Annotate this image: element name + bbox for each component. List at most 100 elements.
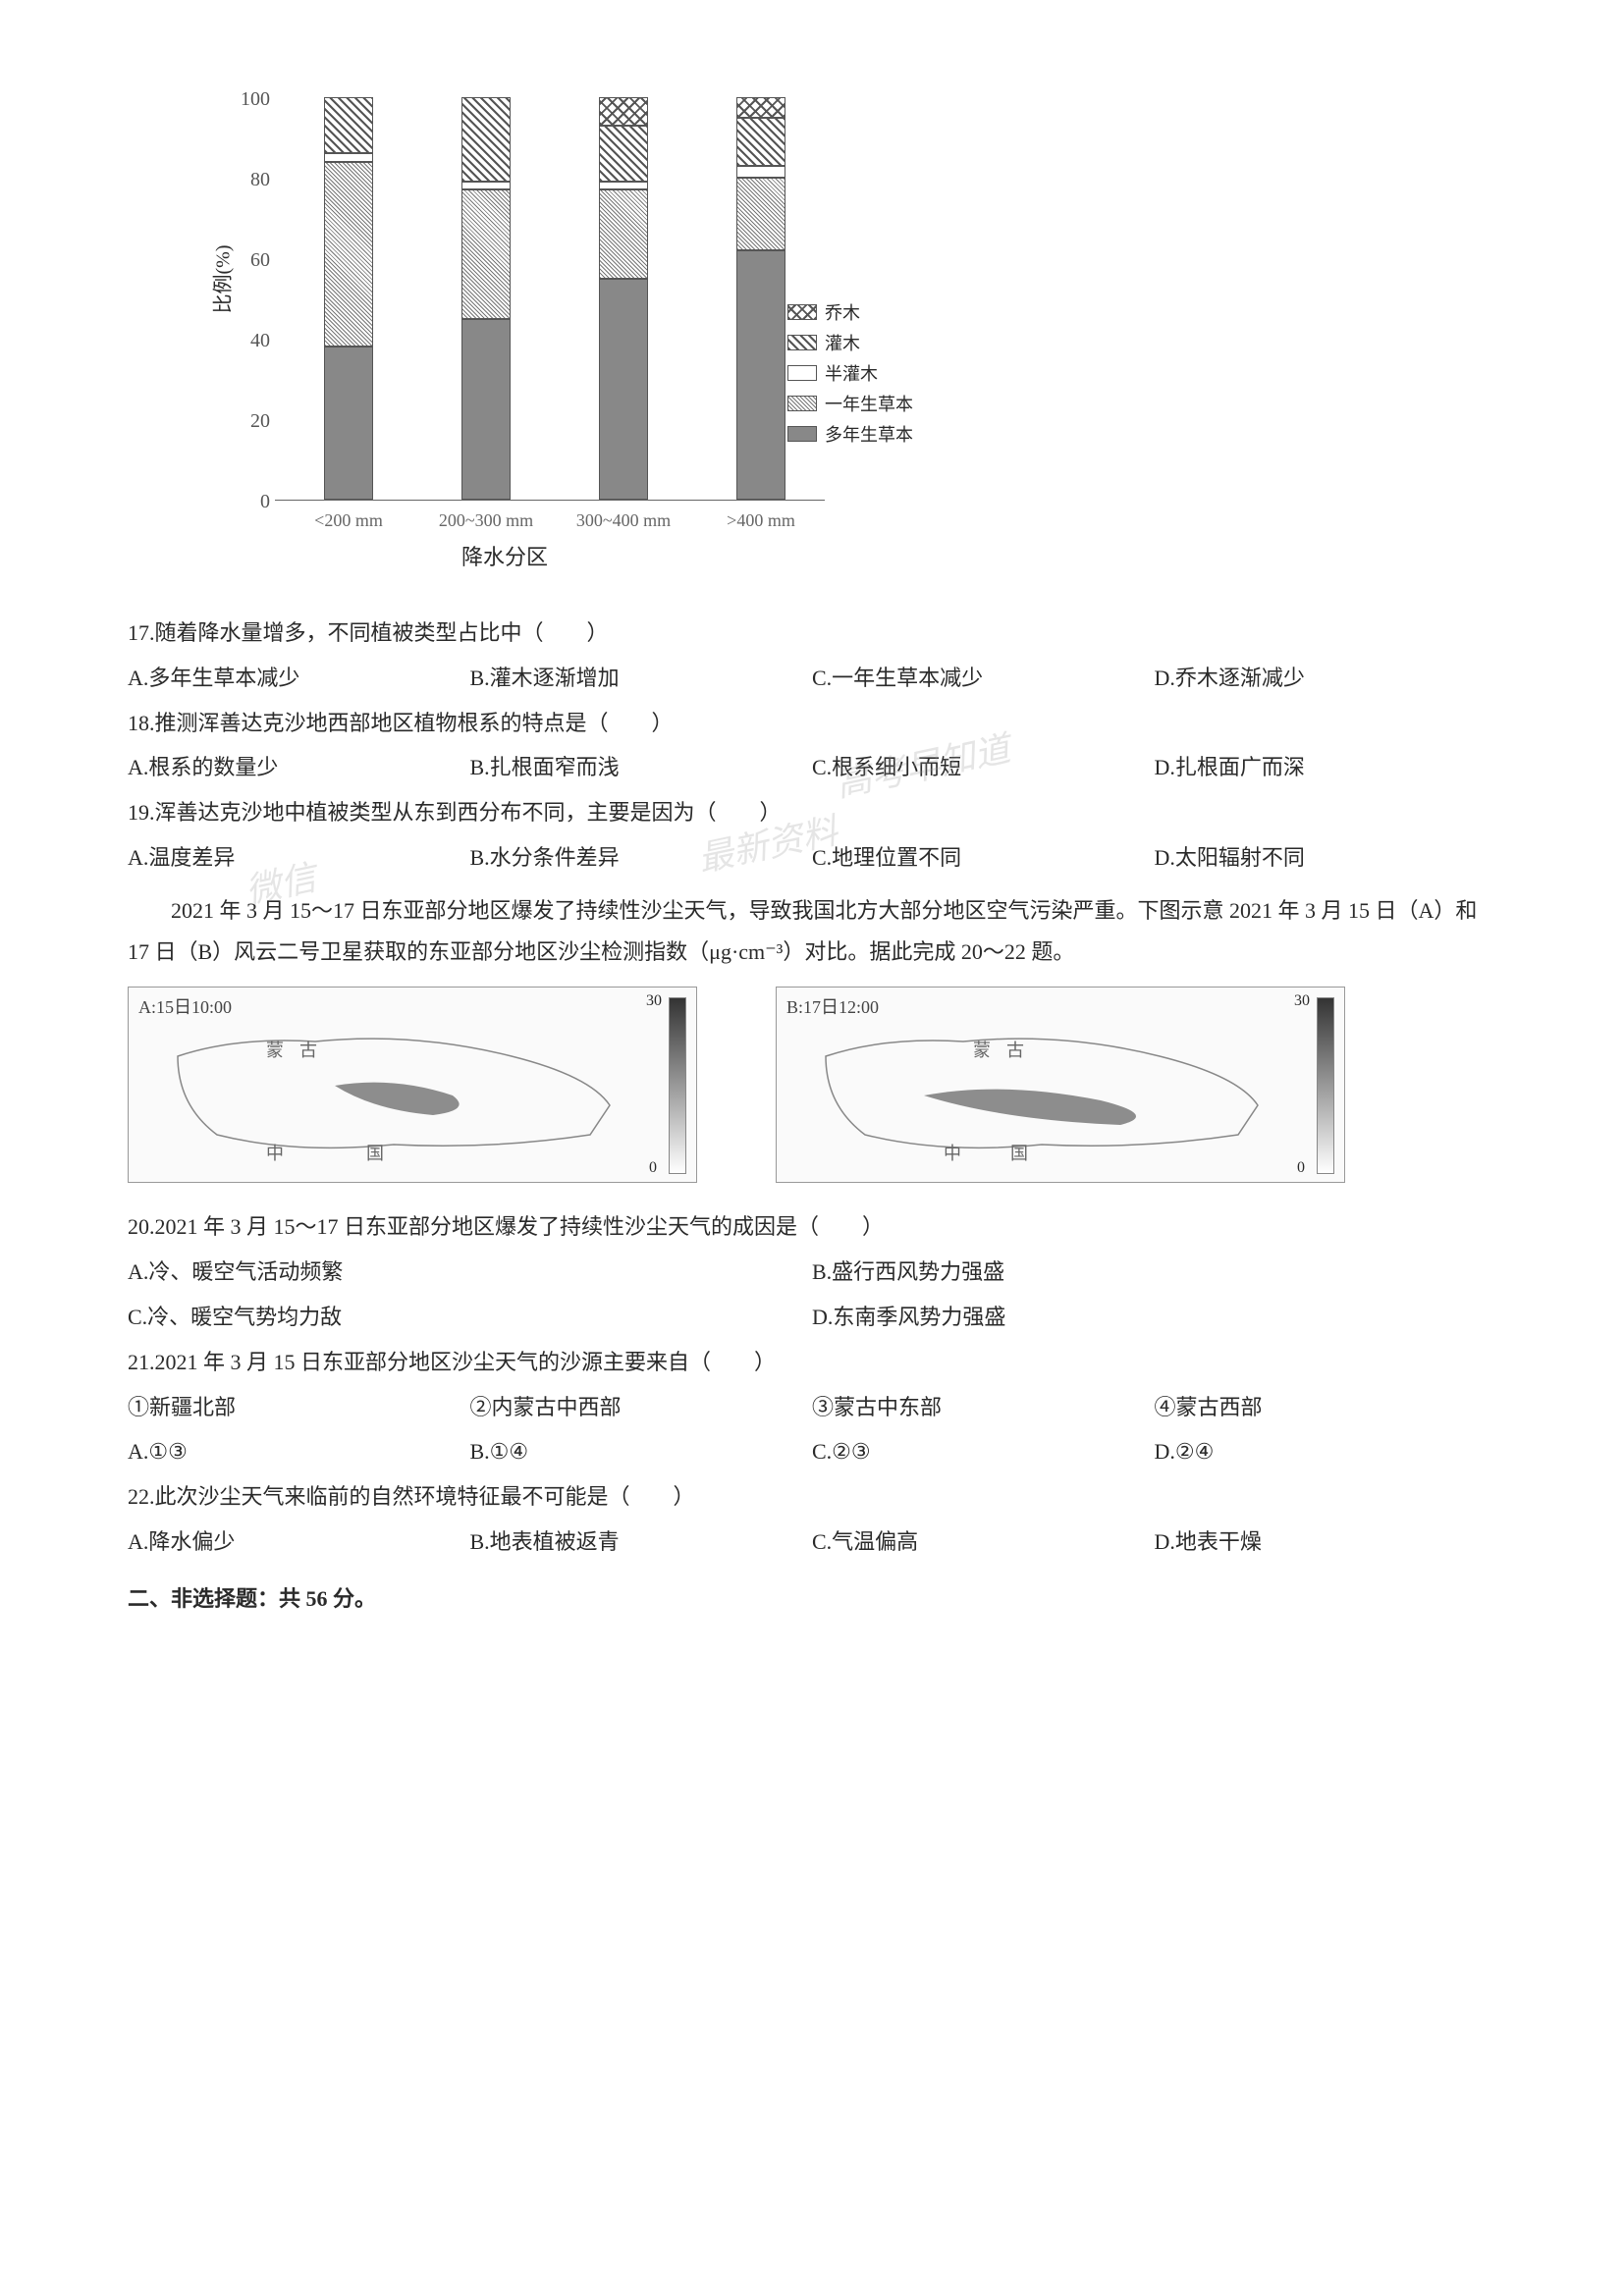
q20-opt-b: B.盛行西风势力强盛 bbox=[812, 1252, 1496, 1293]
y-tick: 80 bbox=[236, 169, 270, 191]
bar-segment-annual bbox=[599, 189, 648, 278]
bar-segment-annual bbox=[324, 162, 373, 347]
map-a-text-china: 中 国 bbox=[266, 1140, 400, 1165]
q19-options: A.温度差异 B.水分条件差异 C.地理位置不同 D.太阳辐射不同 bbox=[128, 837, 1496, 879]
bar-group bbox=[324, 97, 373, 500]
q18-opt-a: A.根系的数量少 bbox=[128, 747, 470, 788]
y-tick: 20 bbox=[236, 410, 270, 433]
q18-opt-c: C.根系细小而短 bbox=[812, 747, 1155, 788]
q20-text: 20.2021 年 3 月 15～17 日东亚部分地区爆发了持续性沙尘天气的成因… bbox=[128, 1206, 1496, 1248]
x-axis-title: 降水分区 bbox=[461, 540, 548, 571]
map-b-text-china: 中 国 bbox=[944, 1140, 1044, 1165]
q22-options: A.降水偏少 B.地表植被返青 C.气温偏高 D.地表干燥 bbox=[128, 1522, 1496, 1563]
legend-item: 灌木 bbox=[787, 330, 913, 355]
legend-label: 乔木 bbox=[825, 299, 860, 325]
q19-opt-d: D.太阳辐射不同 bbox=[1155, 837, 1497, 879]
bar-segment-annual bbox=[736, 178, 785, 250]
x-label: 200~300 mm bbox=[417, 510, 555, 531]
q22-opt-a: A.降水偏少 bbox=[128, 1522, 470, 1563]
x-label: >400 mm bbox=[692, 510, 830, 531]
bar-segment-perennial bbox=[736, 250, 785, 500]
q21-src-4: ④蒙古西部 bbox=[1155, 1387, 1497, 1428]
bar-segment-subshrub bbox=[324, 153, 373, 161]
map-a-scale-max: 30 bbox=[646, 992, 662, 1010]
q17-options: A.多年生草本减少 B.灌木逐渐增加 C.一年生草本减少 D.乔木逐渐减少 bbox=[128, 658, 1496, 699]
q20-options-2: C.冷、暖空气势均力敌 D.东南季风势力强盛 bbox=[128, 1297, 1496, 1338]
q22-opt-b: B.地表植被返青 bbox=[470, 1522, 813, 1563]
map-a-scale-min: 0 bbox=[649, 1159, 657, 1177]
q22-opt-d: D.地表干燥 bbox=[1155, 1522, 1497, 1563]
map-b-label: B:17日12:00 bbox=[786, 993, 879, 1019]
q20-opt-c: C.冷、暖空气势均力敌 bbox=[128, 1297, 812, 1338]
q17-opt-a: A.多年生草本减少 bbox=[128, 658, 470, 699]
map-b-scale-max: 30 bbox=[1294, 992, 1310, 1010]
map-a-label: A:15日10:00 bbox=[138, 993, 232, 1019]
q19-opt-c: C.地理位置不同 bbox=[812, 837, 1155, 879]
q19-text: 19.浑善达克沙地中植被类型从东到西分布不同，主要是因为（ ） bbox=[128, 792, 1496, 833]
chart-legend: 乔木灌木半灌木一年生草本多年生草本 bbox=[787, 299, 913, 452]
bar-group bbox=[599, 97, 648, 500]
bar-segment-subshrub bbox=[736, 166, 785, 178]
bar-segment-subshrub bbox=[461, 182, 511, 189]
y-tick: 100 bbox=[236, 88, 270, 111]
q21-options: A.①③ B.①④ C.②③ D.②④ bbox=[128, 1431, 1496, 1472]
bar-group bbox=[461, 97, 511, 500]
q21-src-2: ②内蒙古中西部 bbox=[470, 1387, 813, 1428]
map-b-scale bbox=[1317, 997, 1334, 1174]
bar-group bbox=[736, 97, 785, 500]
map-a-text-mongolia: 蒙古 bbox=[266, 1037, 333, 1062]
q21-opt-c: C.②③ bbox=[812, 1431, 1155, 1472]
q18-options: A.根系的数量少 B.扎根面窄而浅 C.根系细小而短 D.扎根面广而深 bbox=[128, 747, 1496, 788]
bar-segment-shrub bbox=[324, 97, 373, 153]
q17-opt-c: C.一年生草本减少 bbox=[812, 658, 1155, 699]
bar-segment-annual bbox=[461, 189, 511, 318]
passage-dust: 2021 年 3 月 15～17 日东亚部分地区爆发了持续性沙尘天气，导致我国北… bbox=[128, 890, 1496, 973]
legend-item: 多年生草本 bbox=[787, 421, 913, 447]
q17-opt-d: D.乔木逐渐减少 bbox=[1155, 658, 1497, 699]
legend-label: 多年生草本 bbox=[825, 421, 913, 447]
legend-swatch bbox=[787, 426, 817, 442]
q21-source-opts: ①新疆北部 ②内蒙古中西部 ③蒙古中东部 ④蒙古西部 bbox=[128, 1387, 1496, 1428]
q21-opt-a: A.①③ bbox=[128, 1431, 470, 1472]
q21-opt-d: D.②④ bbox=[1155, 1431, 1497, 1472]
bar-segment-perennial bbox=[599, 279, 648, 501]
y-tick: 0 bbox=[236, 491, 270, 513]
map-a: A:15日10:00 30 0 蒙古 中 国 bbox=[128, 987, 697, 1183]
q17-text: 17.随着降水量增多，不同植被类型占比中（ ） bbox=[128, 613, 1496, 654]
chart-plot-area bbox=[275, 98, 825, 501]
q21-opt-b: B.①④ bbox=[470, 1431, 813, 1472]
legend-label: 半灌木 bbox=[825, 360, 878, 386]
q18-text: 18.推测浑善达克沙地西部地区植物根系的特点是（ ） bbox=[128, 703, 1496, 744]
map-row: A:15日10:00 30 0 蒙古 中 国 B:17日12:00 30 0 蒙… bbox=[128, 987, 1496, 1183]
legend-swatch bbox=[787, 304, 817, 320]
bar-segment-tree bbox=[599, 97, 648, 126]
bar-segment-shrub bbox=[461, 97, 511, 182]
x-label: <200 mm bbox=[280, 510, 417, 531]
q21-src-1: ①新疆北部 bbox=[128, 1387, 470, 1428]
q19-opt-b: B.水分条件差异 bbox=[470, 837, 813, 879]
legend-label: 灌木 bbox=[825, 330, 860, 355]
q20-opt-d: D.东南季风势力强盛 bbox=[812, 1297, 1496, 1338]
q17-opt-b: B.灌木逐渐增加 bbox=[470, 658, 813, 699]
q22-text: 22.此次沙尘天气来临前的自然环境特征最不可能是（ ） bbox=[128, 1476, 1496, 1518]
legend-item: 乔木 bbox=[787, 299, 913, 325]
bar-segment-shrub bbox=[599, 126, 648, 182]
q20-options-1: A.冷、暖空气活动频繁 B.盛行西风势力强盛 bbox=[128, 1252, 1496, 1293]
bar-segment-shrub bbox=[736, 118, 785, 166]
q21-src-3: ③蒙古中东部 bbox=[812, 1387, 1155, 1428]
y-axis-label: 比例(%) bbox=[206, 245, 235, 314]
legend-swatch bbox=[787, 335, 817, 350]
map-b: B:17日12:00 30 0 蒙古 中 国 bbox=[776, 987, 1345, 1183]
legend-item: 半灌木 bbox=[787, 360, 913, 386]
q20-opt-a: A.冷、暖空气活动频繁 bbox=[128, 1252, 812, 1293]
legend-swatch bbox=[787, 396, 817, 411]
bar-segment-perennial bbox=[324, 347, 373, 500]
bar-segment-subshrub bbox=[599, 182, 648, 189]
legend-label: 一年生草本 bbox=[825, 391, 913, 416]
q18-opt-d: D.扎根面广而深 bbox=[1155, 747, 1497, 788]
legend-item: 一年生草本 bbox=[787, 391, 913, 416]
y-tick: 60 bbox=[236, 249, 270, 272]
map-a-scale bbox=[669, 997, 686, 1174]
x-label: 300~400 mm bbox=[555, 510, 692, 531]
q21-text: 21.2021 年 3 月 15 日东亚部分地区沙尘天气的沙源主要来自（ ） bbox=[128, 1342, 1496, 1383]
